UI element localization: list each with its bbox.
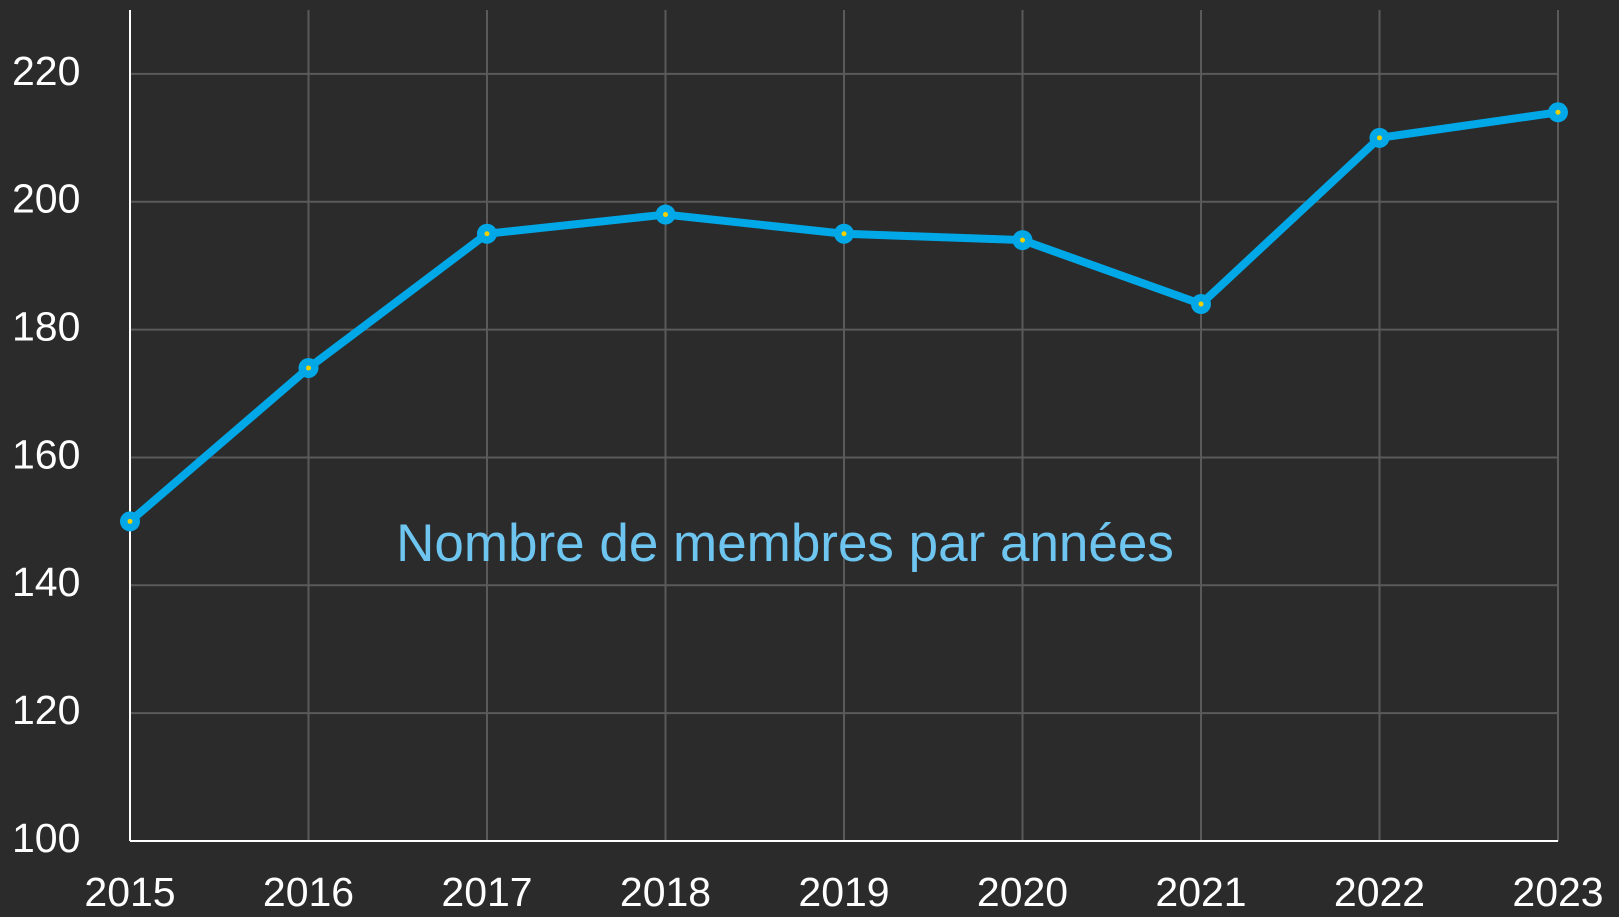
data-point-center (1020, 237, 1025, 243)
data-point-center (484, 231, 490, 237)
x-tick-label: 2019 (798, 869, 889, 915)
data-point-center (1377, 135, 1382, 141)
data-point-center (1555, 109, 1561, 115)
x-tick-label: 2015 (84, 869, 175, 915)
data-point-center (306, 365, 311, 371)
x-tick-label: 2018 (620, 869, 711, 915)
x-tick-label: 2022 (1334, 869, 1425, 915)
data-point-center (1198, 301, 1204, 307)
y-tick-label: 200 (12, 176, 80, 222)
y-tick-label: 220 (12, 48, 80, 94)
chart-title: Nombre de membres par années (396, 514, 1174, 573)
y-tick-label: 120 (12, 687, 80, 733)
x-tick-label: 2021 (1155, 869, 1246, 915)
y-tick-label: 180 (12, 303, 80, 349)
data-point-center (663, 212, 668, 218)
y-tick-label: 100 (12, 815, 80, 861)
x-tick-label: 2023 (1512, 869, 1603, 915)
data-point-center (841, 231, 847, 237)
x-tick-label: 2017 (441, 869, 532, 915)
y-tick-label: 160 (12, 431, 80, 477)
x-tick-label: 2016 (263, 869, 354, 915)
data-point-center (127, 518, 133, 524)
x-tick-label: 2020 (977, 869, 1068, 915)
y-tick-label: 140 (12, 559, 80, 605)
